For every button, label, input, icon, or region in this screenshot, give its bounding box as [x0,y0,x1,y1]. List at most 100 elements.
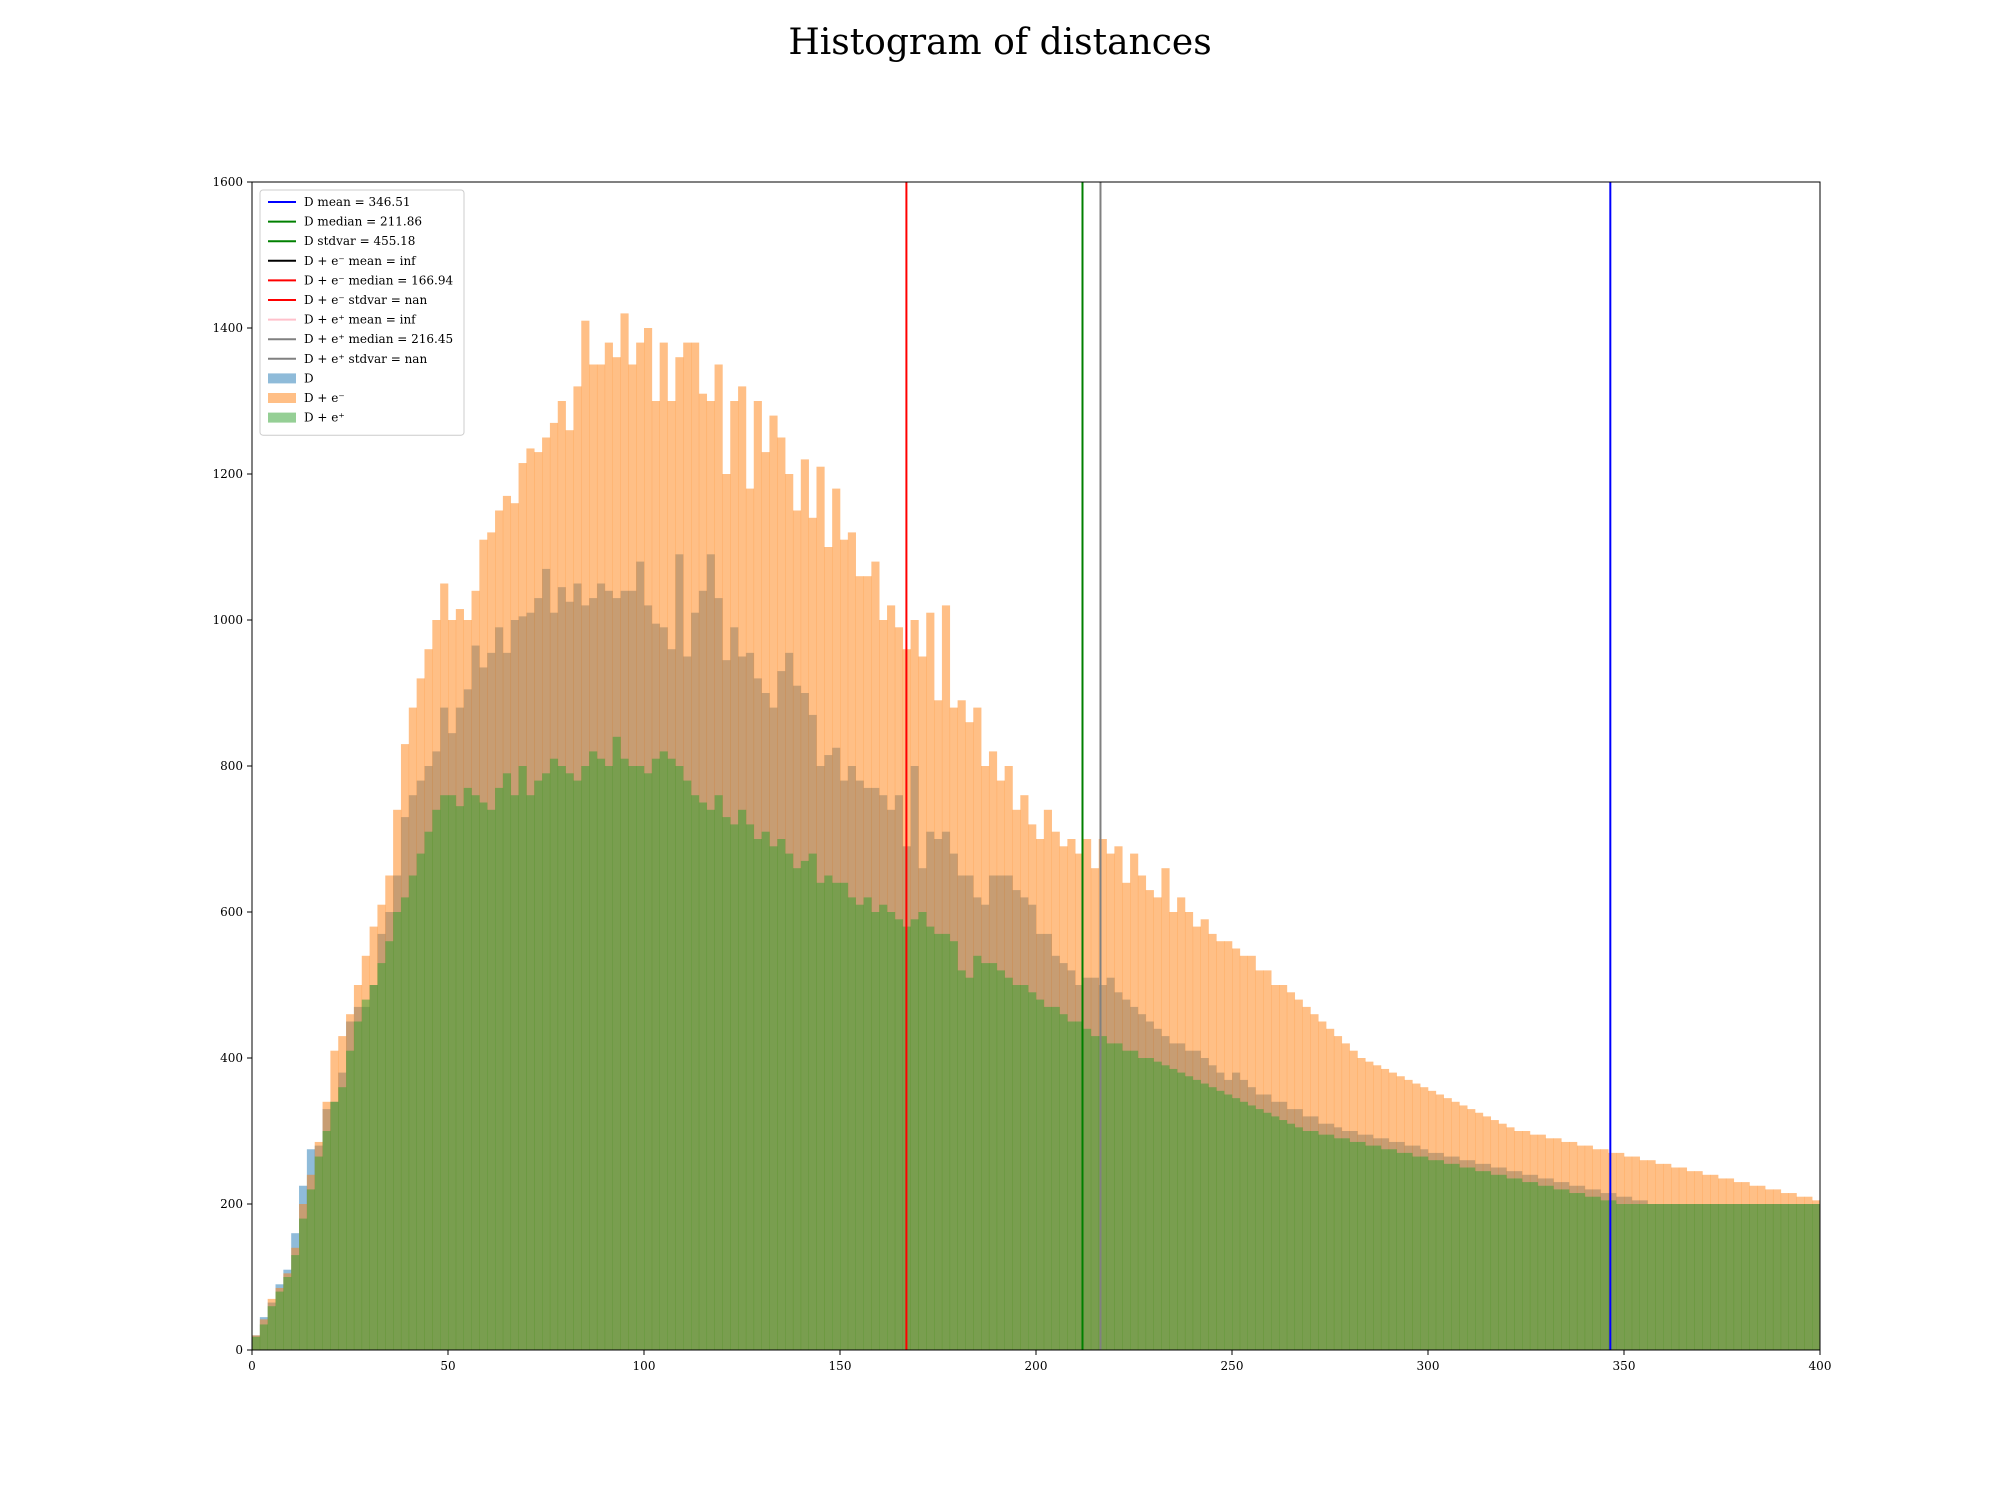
histogram-bar [651,758,660,1350]
histogram-bar [1506,1178,1515,1350]
histogram-bar [1678,1204,1688,1350]
histogram-bar [1780,1204,1789,1350]
histogram-bar [565,773,574,1350]
histogram-bar [855,904,864,1350]
y-tick-label: 1200 [212,467,243,481]
histogram-bar [1326,1134,1335,1350]
legend-label: D [304,371,314,385]
histogram-bar [1106,1043,1115,1350]
histogram-bar [1286,1123,1296,1350]
histogram-bar [275,1291,284,1350]
histogram-bar [847,897,856,1350]
histogram-bar [502,773,512,1350]
histogram-bar [816,882,825,1350]
histogram-bar [1130,1050,1139,1350]
histogram-bar [1090,1036,1100,1350]
histogram-bar [1357,1141,1366,1350]
histogram-bar [1686,1204,1695,1350]
histogram-bar [918,912,927,1350]
legend-label: D + e⁻ median = 166.94 [304,273,453,287]
histogram-bar [1388,1149,1397,1350]
histogram-bar [400,897,410,1350]
histogram-bar [1514,1178,1523,1350]
histogram-bar [1200,1083,1209,1350]
y-tick-label: 1600 [212,175,243,189]
histogram-bar [957,970,966,1350]
histogram-bar [1733,1204,1742,1350]
histogram-bar [495,787,504,1350]
legend-label: D mean = 346.51 [304,195,410,209]
histogram-bar [1114,1043,1123,1350]
histogram-bar [306,1189,316,1350]
histogram-bar [1702,1204,1711,1350]
histogram-bar [879,904,888,1350]
legend-patch-swatch [268,373,296,384]
histogram-bar [581,766,590,1350]
histogram-bar [1718,1204,1727,1350]
histogram-bar [871,912,880,1350]
histogram-bar [1741,1204,1750,1350]
x-tick-label: 100 [633,1359,656,1373]
histogram-bar [377,963,386,1350]
histogram-bar [1757,1204,1766,1350]
histogram-bar [1380,1149,1390,1350]
legend-label: D + e⁺ stdvar = nan [304,352,427,366]
histogram-bar [973,955,982,1350]
legend-label: D + e⁺ [304,411,345,425]
histogram-bar [1435,1160,1444,1350]
histogram-bar [1537,1185,1546,1350]
histogram-bar [1302,1131,1311,1350]
legend-label: D + e⁻ mean = inf [304,254,417,268]
histogram-bar [1529,1182,1539,1350]
histogram-bar [542,773,551,1350]
histogram-bar [840,882,849,1350]
histogram-bar [620,758,629,1350]
histogram-bar [1600,1200,1609,1350]
histogram-bar [1498,1174,1507,1350]
x-tick-label: 150 [829,1359,852,1373]
histogram-bar [1020,985,1029,1350]
histogram-bar [1710,1204,1719,1350]
histogram-bar [1169,1068,1178,1350]
histogram-bar [1592,1196,1601,1350]
histogram-bar [455,806,464,1350]
histogram-bar [604,766,613,1350]
histogram-bar [1083,1028,1092,1350]
histogram-bar [534,780,543,1350]
histogram-bar [1459,1167,1468,1350]
histogram-bar [463,787,472,1350]
histogram-bar [1349,1141,1358,1350]
histogram-bar [691,795,700,1350]
chart-title: Histogram of distances [788,22,1212,63]
histogram-bar [510,795,519,1350]
histogram-bar [706,809,715,1350]
histogram-bar [659,751,668,1350]
histogram-bar [863,897,872,1350]
histogram-bar [267,1306,276,1350]
histogram-bar [1279,1120,1288,1350]
legend-label: D + e⁺ median = 216.45 [304,332,453,346]
histogram-bar [424,831,433,1350]
legend-label: D stdvar = 455.18 [304,234,415,248]
histogram-bar [894,919,904,1350]
histogram-bar [1804,1204,1813,1350]
histogram-bar [346,1050,355,1350]
histogram-bar [1725,1204,1735,1350]
histogram-bar [1137,1058,1147,1350]
histogram-bar [557,766,566,1350]
legend-label: D + e⁺ mean = inf [304,313,417,327]
histogram-bar [1028,992,1037,1350]
y-tick-label: 400 [220,1051,243,1065]
histogram-bar [1012,985,1021,1350]
histogram-bar [800,860,809,1350]
histogram-bar [1232,1098,1241,1350]
histogram-bar [1239,1101,1248,1350]
bars-layer [252,313,1821,1351]
histogram-bar [1561,1189,1570,1350]
x-tick-label: 200 [1025,1359,1048,1373]
histogram-bar [1184,1076,1194,1350]
histogram-bar [753,839,762,1350]
histogram-bar [1404,1152,1413,1350]
vlines-layer [905,182,1612,1350]
histogram-bar [1467,1167,1476,1350]
